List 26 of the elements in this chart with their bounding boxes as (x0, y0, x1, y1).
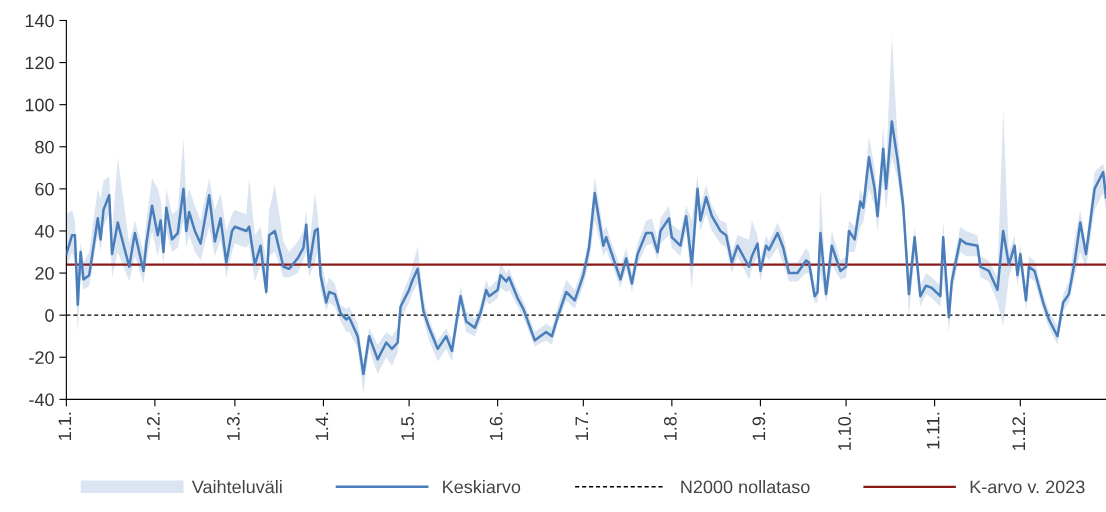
y-tick-label: 60 (35, 182, 54, 196)
x-tick-label: 1.8. (663, 412, 677, 440)
x-tick-label: 1.1. (58, 412, 72, 440)
x-tick-label: 1.7. (575, 412, 588, 440)
x-tick-label: 1.6. (489, 412, 503, 440)
y-tick-label: -40 (29, 393, 54, 407)
y-tick-label: 140 (25, 14, 54, 28)
y-tick-label: -20 (29, 351, 54, 364)
x-tick-label: 1.5. (401, 412, 414, 440)
x-tick-label: 1.12. (1012, 412, 1025, 450)
x-tick-label: 1.4. (315, 412, 329, 440)
x-tick-label: 1.9. (752, 412, 766, 440)
x-tick-label: 1.2. (146, 412, 160, 440)
y-tick-label: 40 (34, 224, 54, 238)
x-tick-label: 1.3. (226, 412, 240, 440)
y-tick-label: 20 (35, 267, 54, 280)
legend-label: Keskiarvo (443, 480, 521, 494)
x-tick-label: 1.10. (838, 412, 851, 450)
legend-label: K-arvo v. 2023 (970, 480, 1085, 494)
y-tick-label: 0 (45, 309, 54, 322)
y-tick-label: 80 (35, 140, 54, 154)
x-tick-label: 1.11. (926, 412, 940, 449)
y-tick-label: 120 (25, 56, 54, 70)
text: Vaihteluväli (191, 480, 282, 494)
legend-label: N2000 nollataso (681, 480, 810, 494)
y-tick-label: 100 (25, 98, 54, 112)
